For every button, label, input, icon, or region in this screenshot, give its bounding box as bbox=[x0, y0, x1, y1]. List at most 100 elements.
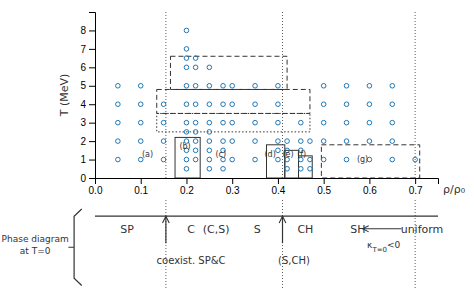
point bbox=[253, 157, 258, 162]
kappa-subscript: T=0 bbox=[371, 246, 387, 254]
tick-mark bbox=[89, 141, 95, 142]
y-axis-tick: 1 bbox=[80, 154, 95, 165]
point bbox=[367, 120, 372, 125]
point bbox=[390, 120, 395, 125]
point bbox=[367, 102, 372, 107]
boundary-arrow bbox=[282, 216, 283, 243]
point bbox=[207, 166, 212, 171]
tick-mark bbox=[89, 160, 95, 161]
point bbox=[276, 139, 281, 144]
x-axis-tick: 0.7 bbox=[409, 178, 423, 196]
point bbox=[184, 65, 189, 70]
tick-label: 1 bbox=[80, 154, 86, 165]
brace bbox=[68, 209, 81, 286]
side-note-line: at T=0 bbox=[20, 246, 51, 256]
point bbox=[230, 120, 235, 125]
point bbox=[184, 28, 189, 33]
tick-label: 0.5 bbox=[317, 185, 331, 196]
point bbox=[308, 157, 313, 162]
tick-mark bbox=[324, 178, 325, 184]
point bbox=[193, 130, 198, 135]
point bbox=[138, 120, 143, 125]
point bbox=[230, 83, 235, 88]
point bbox=[321, 83, 326, 88]
point bbox=[221, 83, 226, 88]
tick-mark bbox=[89, 123, 95, 124]
point bbox=[193, 83, 198, 88]
point bbox=[321, 157, 326, 162]
point bbox=[285, 139, 290, 144]
region-label: (f) bbox=[297, 150, 306, 159]
point bbox=[207, 65, 212, 70]
phase-label: (C,S) bbox=[203, 223, 230, 236]
y-axis-tick: 0 bbox=[80, 173, 95, 184]
tick-mark bbox=[89, 67, 95, 68]
tick-label: 8 bbox=[80, 25, 86, 36]
x-axis-line bbox=[96, 179, 439, 185]
x-axis-title: ρ/ρ₀ bbox=[443, 183, 466, 196]
y-axis-tick: 5 bbox=[80, 80, 95, 91]
x-axis-tick: 0.1 bbox=[134, 178, 148, 196]
region-label: (c) bbox=[215, 150, 226, 159]
region-box bbox=[175, 137, 200, 178]
point bbox=[193, 120, 198, 125]
point bbox=[390, 102, 395, 107]
region-label: (d) bbox=[264, 150, 275, 159]
phase-label: SP bbox=[120, 223, 134, 236]
y-axis-title: T (MeV) bbox=[58, 74, 71, 118]
point bbox=[161, 157, 166, 162]
point bbox=[321, 120, 326, 125]
tick-label: 2 bbox=[80, 136, 86, 147]
point bbox=[116, 157, 121, 162]
point bbox=[253, 139, 258, 144]
point bbox=[161, 120, 166, 125]
point bbox=[253, 120, 258, 125]
point bbox=[207, 102, 212, 107]
region-box bbox=[299, 156, 313, 178]
point bbox=[221, 166, 226, 171]
dotted-vertical bbox=[415, 12, 416, 178]
x-axis-tick: 0.2 bbox=[180, 178, 194, 196]
point bbox=[184, 157, 189, 162]
point bbox=[207, 148, 212, 153]
tick-mark bbox=[186, 178, 187, 184]
tick-label: 3 bbox=[80, 117, 86, 128]
region-box bbox=[157, 89, 310, 113]
tick-label: 0.0 bbox=[89, 185, 103, 196]
point bbox=[299, 139, 304, 144]
point bbox=[207, 120, 212, 125]
point bbox=[193, 148, 198, 153]
tick-mark bbox=[278, 178, 279, 184]
tick-label: 0.4 bbox=[271, 185, 285, 196]
region-label: (g) bbox=[357, 155, 368, 164]
tick-mark bbox=[89, 49, 95, 50]
point bbox=[221, 102, 226, 107]
point bbox=[276, 120, 281, 125]
phase-label: CH bbox=[297, 223, 313, 236]
point bbox=[230, 139, 235, 144]
tick-label: 6 bbox=[80, 62, 86, 73]
point bbox=[367, 139, 372, 144]
region-label: (b) bbox=[179, 142, 190, 151]
y-axis-tick: 7 bbox=[80, 44, 95, 55]
boundary-arrow bbox=[165, 216, 166, 243]
point bbox=[253, 102, 258, 107]
phase-label: S bbox=[254, 223, 261, 236]
region-box bbox=[321, 145, 419, 178]
tick-label: 5 bbox=[80, 80, 86, 91]
point bbox=[299, 120, 304, 125]
point bbox=[344, 83, 349, 88]
point bbox=[161, 139, 166, 144]
tick-label: 7 bbox=[80, 44, 86, 55]
point bbox=[276, 148, 281, 153]
point bbox=[138, 83, 143, 88]
tick-mark bbox=[89, 86, 95, 87]
point bbox=[184, 47, 189, 52]
point bbox=[193, 102, 198, 107]
tick-mark bbox=[89, 104, 95, 105]
y-axis-line bbox=[89, 13, 96, 179]
point bbox=[193, 65, 198, 70]
kappa-arrow bbox=[363, 228, 402, 229]
region-label: (e) bbox=[282, 150, 293, 159]
y-axis-tick: 6 bbox=[80, 62, 95, 73]
